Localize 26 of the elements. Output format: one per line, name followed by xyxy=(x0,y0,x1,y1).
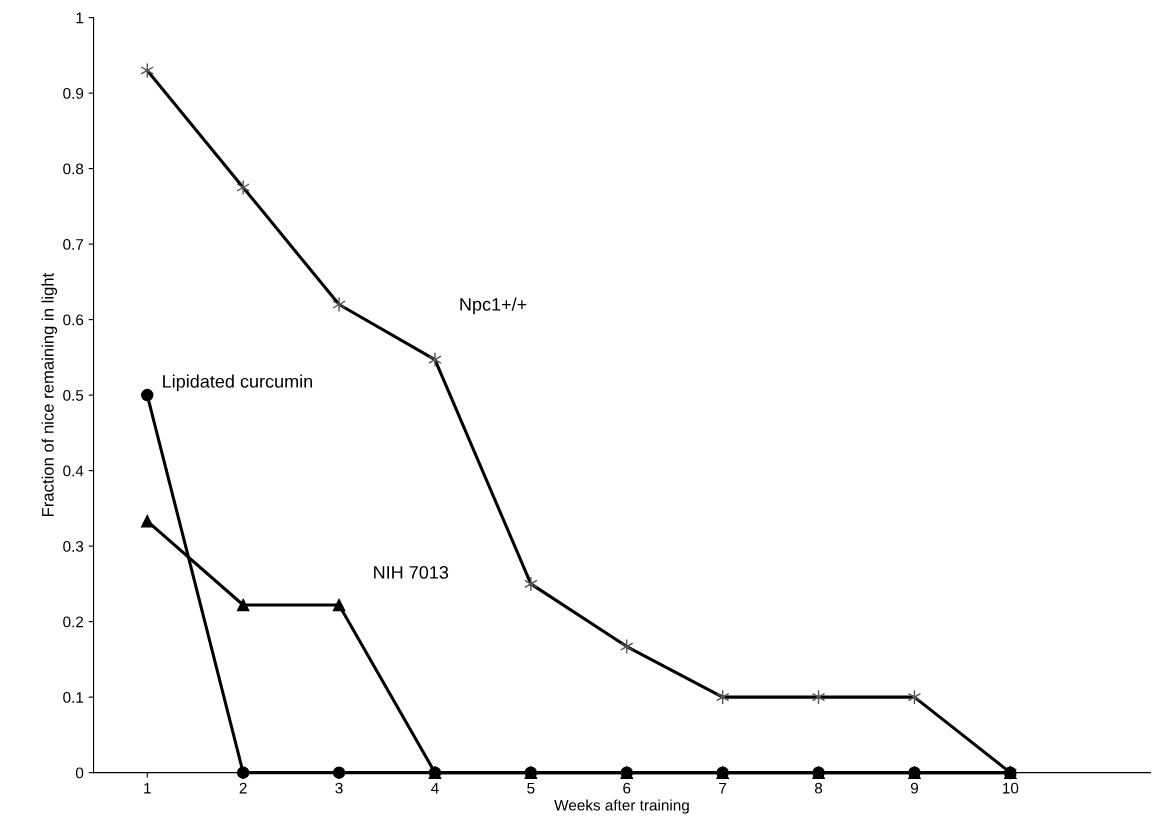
x-tick-label: 10 xyxy=(1003,782,1019,794)
y-tick-label: 0.1 xyxy=(63,692,84,703)
text: NIH 7013 xyxy=(374,566,449,579)
x-tick-label: 2 xyxy=(239,782,247,794)
y-tick-label: 0.5 xyxy=(63,389,84,401)
y-tick-label: 0.6 xyxy=(63,314,84,326)
x-tick-label: 6 xyxy=(623,782,631,794)
x-tick-label: 5 xyxy=(527,782,535,794)
x-tick-label: 1 xyxy=(144,782,151,794)
y-tick-label: 0.4 xyxy=(63,465,84,477)
x-axis-title: Weeks after training xyxy=(554,799,689,814)
y-tick-label: 0.2 xyxy=(63,616,84,628)
text: Npc1+/+ xyxy=(460,297,527,315)
x-tick-label: 7 xyxy=(719,782,727,794)
y-tick-label: 0.9 xyxy=(63,87,84,99)
y-tick-label: 0.8 xyxy=(63,163,84,175)
y-tick-label: 1 xyxy=(76,12,84,24)
y-axis-title: Fraction of nice remaining in light xyxy=(41,272,58,517)
y-tick-label: 0 xyxy=(75,767,84,779)
series-label: Lipidated curcumin xyxy=(163,374,313,392)
x-tick-label: 4 xyxy=(431,782,439,794)
x-tick-label: 9 xyxy=(910,782,918,794)
x-tick-label: 8 xyxy=(814,782,823,794)
y-tick-label: 0.7 xyxy=(63,238,84,250)
x-tick-label: 3 xyxy=(335,782,343,794)
y-tick-label: 0.3 xyxy=(63,540,84,552)
